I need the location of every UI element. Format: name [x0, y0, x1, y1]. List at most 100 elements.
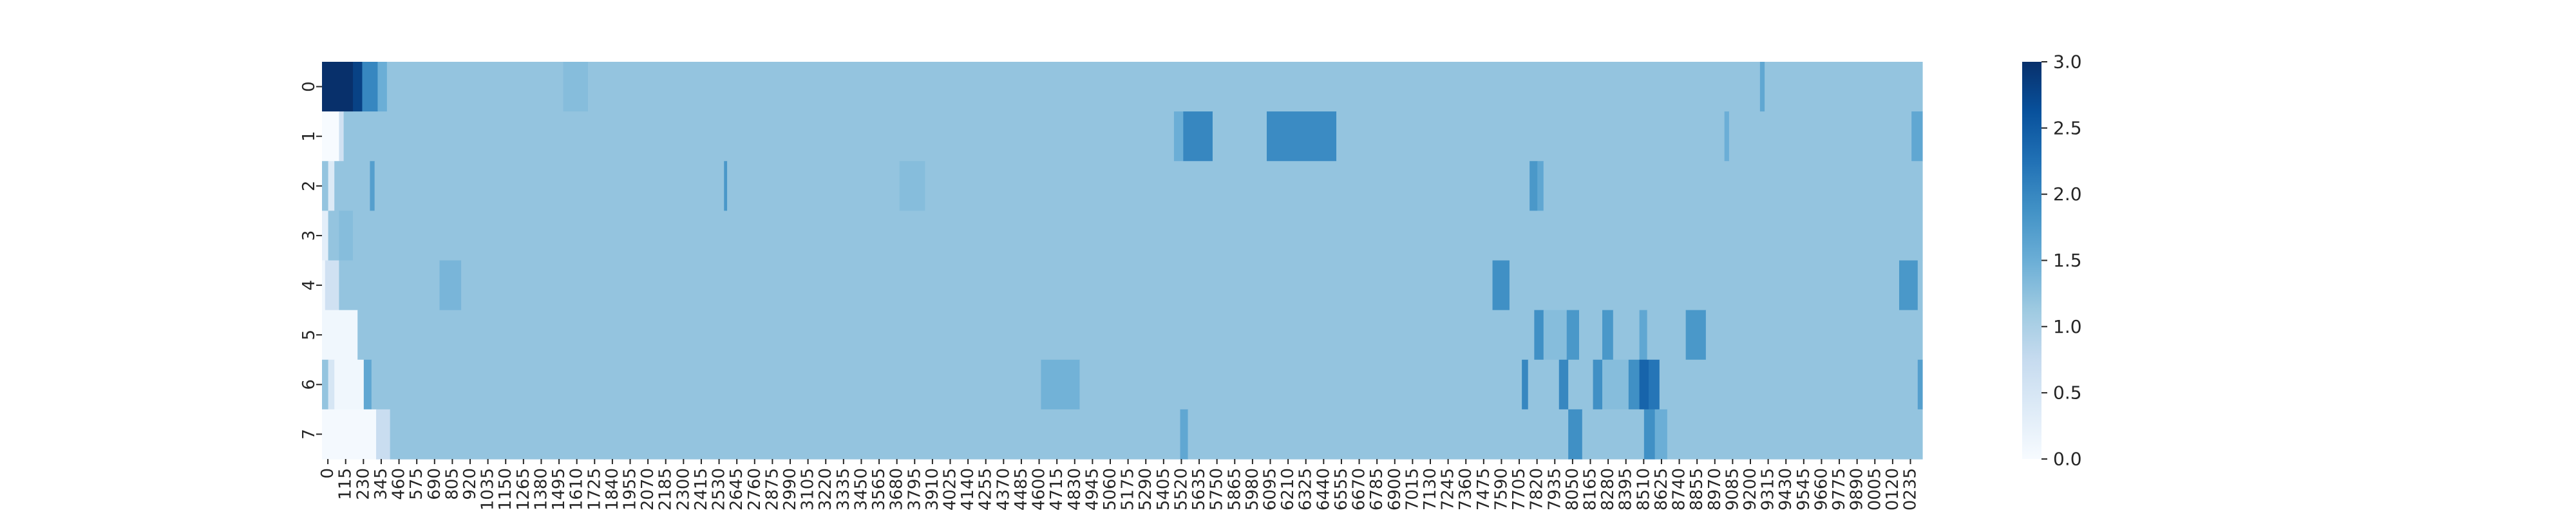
x-tick-label: 2070	[638, 468, 658, 510]
x-tick-label: 1150	[496, 468, 515, 510]
x-tick-label: 5865	[1225, 468, 1244, 510]
heatmap-cell	[1602, 310, 1614, 360]
x-tick-label: 6555	[1332, 468, 1351, 510]
heatmap-cell	[1492, 260, 1510, 311]
x-tick-label: 2530	[710, 468, 729, 510]
heatmap-cell	[1639, 310, 1648, 360]
x-tick-label: 6210	[1278, 468, 1298, 510]
heatmap-cell	[1649, 359, 1660, 410]
heatmap-cell	[328, 359, 335, 410]
y-tick-label: 2	[299, 181, 319, 192]
x-tick-label: 1380	[531, 468, 551, 510]
x-tick-label: 3565	[869, 468, 889, 510]
x-tick-label: 6440	[1314, 468, 1333, 510]
x-tick-label: 7935	[1545, 468, 1564, 510]
heatmap-cell	[1558, 359, 1569, 410]
x-tick-label: 4025	[941, 468, 960, 510]
x-tick-label: 7130	[1421, 468, 1440, 510]
heatmap-cell	[1528, 359, 1560, 410]
heatmap-cell	[322, 260, 326, 311]
x-tick-label: 5405	[1154, 468, 1173, 510]
y-tick-label: 7	[299, 429, 319, 440]
heatmap-cell	[1079, 359, 1522, 410]
heatmap-cell	[1613, 310, 1640, 360]
heatmap-cell	[461, 260, 1493, 311]
x-tick-label: 7475	[1474, 468, 1493, 510]
heatmap-cell	[1724, 111, 1730, 162]
y-tick-label: 4	[299, 280, 319, 291]
x-tick-label: 6325	[1296, 468, 1316, 510]
heatmap-cell	[343, 111, 1175, 162]
heatmap-cell	[1266, 111, 1337, 162]
colorbar-tick-label: 1.5	[2053, 250, 2082, 271]
heatmap-cell	[1628, 359, 1640, 410]
heatmap-cell	[322, 409, 377, 460]
x-tick-label: 7360	[1456, 468, 1475, 510]
colorbar-tick-label: 3.0	[2053, 52, 2082, 73]
heatmap-cell	[339, 111, 345, 162]
x-tick-label: 2645	[727, 468, 746, 510]
heatmap-cell	[563, 62, 589, 112]
x-tick-label: 3450	[851, 468, 871, 510]
colorbar	[2022, 62, 2041, 459]
colorbar-tick-label: 1.0	[2053, 316, 2082, 337]
heatmap-cell	[727, 161, 900, 211]
y-tick-label: 3	[299, 230, 319, 241]
heatmap-cell	[1728, 111, 1912, 162]
y-tick-label: 1	[299, 131, 319, 142]
x-tick-label: 345	[372, 468, 391, 500]
heatmap-cell	[376, 409, 391, 460]
x-tick-label: 3220	[816, 468, 835, 510]
heatmap-cell	[1643, 409, 1656, 460]
x-tick-label: 9890	[1848, 468, 1867, 510]
heatmap-cell	[1041, 359, 1081, 410]
heatmap-cell	[328, 211, 340, 261]
heatmap-cell	[1534, 310, 1544, 360]
heatmap-cell	[1537, 161, 1544, 211]
x-tick-label: 9085	[1723, 468, 1742, 510]
heatmap-cell	[1654, 409, 1668, 460]
x-tick-label: 8625	[1652, 468, 1671, 510]
x-tick-label: 5750	[1208, 468, 1227, 510]
x-tick-label: 8970	[1705, 468, 1725, 510]
heatmap-cell	[1667, 409, 1923, 460]
x-tick-label: 0120	[1883, 468, 1902, 510]
heatmap-cell	[1899, 260, 1918, 311]
heatmap-cell	[322, 359, 329, 410]
heatmap-cell	[1180, 409, 1189, 460]
x-tick-label: 5520	[1171, 468, 1191, 510]
x-tick-label: 0235	[1901, 468, 1920, 510]
colorbar-tick-label: 0.0	[2053, 449, 2082, 470]
heatmap-cell	[322, 211, 329, 261]
y-axis: 0 1 2 3 4 5 6 7	[299, 81, 322, 440]
heatmap-cell	[1568, 409, 1583, 460]
x-tick-label: 8050	[1563, 468, 1582, 510]
colorbar-tick-label: 2.0	[2053, 183, 2082, 205]
heatmap-cell	[374, 161, 724, 211]
heatmap-cell	[587, 62, 1761, 112]
x-tick-label: 3910	[923, 468, 942, 510]
x-tick-label: 8740	[1670, 468, 1689, 510]
x-tick-label: 2760	[745, 468, 764, 510]
x-tick-label: 5060	[1101, 468, 1120, 510]
x-tick-label: 8280	[1598, 468, 1618, 510]
x-tick-label: 8395	[1616, 468, 1636, 510]
x-tick-label: 920	[460, 468, 480, 500]
heatmap-cell	[1578, 310, 1603, 360]
heatmap-cell	[925, 161, 1530, 211]
x-tick-label: 1035	[478, 468, 498, 510]
x-tick-label: 3795	[905, 468, 924, 510]
heatmap-cell	[386, 62, 564, 112]
x-tick-label: 6095	[1261, 468, 1280, 510]
x-tick-label: 460	[390, 468, 409, 500]
x-tick-label: 4255	[976, 468, 996, 510]
x-tick-label: 6670	[1350, 468, 1369, 510]
x-tick-label: 4370	[994, 468, 1013, 510]
heatmap-cell	[1647, 310, 1687, 360]
x-tick-label: 9430	[1776, 468, 1795, 510]
x-tick-label: 2300	[674, 468, 693, 510]
heatmap-cell	[1543, 161, 1923, 211]
heatmap-cell	[339, 260, 440, 311]
heatmap-cell	[1917, 260, 1923, 311]
